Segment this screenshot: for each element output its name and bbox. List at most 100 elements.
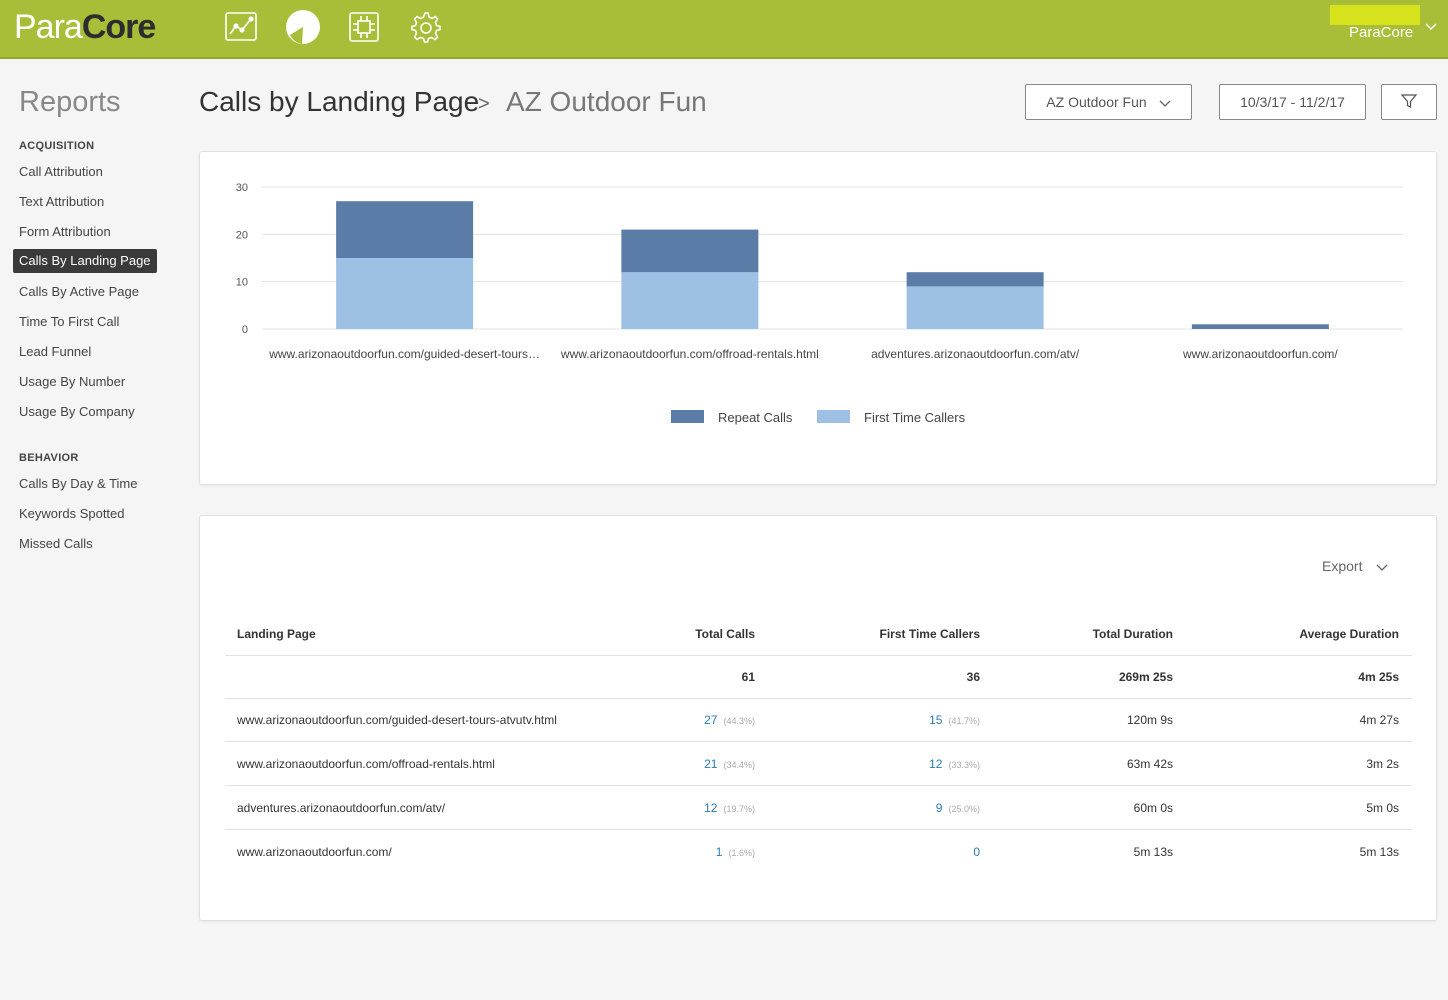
sidebar-item-time-to-first-call[interactable]: Time To First Call	[19, 314, 120, 329]
x-tick-label: www.arizonaoutdoorfun.com/	[1182, 347, 1338, 361]
first-time-callers-link[interactable]: 9	[935, 801, 943, 815]
total-calls-cell[interactable]: 1 (1.6%)	[716, 845, 755, 859]
export-button[interactable]: Export	[1322, 558, 1388, 574]
bar-first-time-callers	[621, 272, 759, 329]
filter-button[interactable]	[1381, 84, 1437, 120]
total-calls-link[interactable]: 1	[715, 845, 723, 859]
bar-repeat-calls	[621, 229, 759, 273]
row-divider	[225, 785, 1412, 786]
landing-page-cell: adventures.arizonaoutdoorfun.com/atv/	[237, 801, 446, 815]
chart-card: 0 10 20 30 www.arizonaoutdoorfun.com/guided-…	[199, 151, 1437, 485]
column-header-average-duration[interactable]: Average Duration	[1299, 627, 1399, 641]
first-time-callers-pct: (33.3%)	[948, 760, 980, 770]
chevron-down-icon	[1376, 560, 1388, 572]
sidebar-item-call-attribution[interactable]: Call Attribution	[19, 164, 103, 179]
integrations-chip-icon[interactable]	[347, 10, 381, 44]
user-menu-name[interactable]: ParaCore	[1349, 24, 1414, 41]
bar-repeat-calls	[1191, 324, 1329, 329]
page-title: Calls by Landing Page	[199, 86, 480, 117]
first-time-callers-cell[interactable]: 12 (33.3%)	[929, 757, 980, 771]
calls-by-landing-page-chart: 0 10 20 30 www.arizonaoutdoorfun.com/guided-…	[236, 182, 1403, 425]
total-duration-cell: 5m 13s	[1133, 845, 1173, 859]
sidebar-item-calls-by-day-time[interactable]: Calls By Day & Time	[19, 476, 138, 491]
average-duration-sum: 4m 25s	[1358, 670, 1399, 684]
total-duration-cell: 63m 42s	[1126, 757, 1173, 771]
total-duration-sum: 269m 25s	[1118, 670, 1173, 684]
total-calls-link[interactable]: 21	[704, 757, 718, 771]
export-label: Export	[1322, 558, 1363, 574]
sidebar-item-calls-by-landing-page[interactable]: Calls By Landing Page	[13, 249, 157, 273]
bar-first-time-callers	[336, 258, 474, 329]
first-time-callers-cell[interactable]: 9 (25.0%)	[936, 801, 980, 815]
total-calls-cell[interactable]: 27 (44.3%)	[704, 713, 755, 727]
average-duration-cell: 5m 13s	[1359, 845, 1399, 859]
total-calls-sum: 61	[741, 670, 755, 684]
header-divider	[225, 655, 1412, 656]
first-time-callers-link[interactable]: 15	[929, 713, 943, 727]
chevron-down-icon[interactable]	[1424, 20, 1438, 34]
company-select[interactable]: AZ Outdoor Fun	[1025, 84, 1192, 120]
sidebar-item-keywords-spotted[interactable]: Keywords Spotted	[19, 506, 125, 521]
first-time-callers-link[interactable]: 12	[929, 757, 943, 771]
x-tick-label: www.arizonaoutdoorfun.com/offroad-rental…	[560, 347, 819, 361]
landing-page-cell: www.arizonaoutdoorfun.com/offroad-rental…	[237, 757, 495, 771]
sidebar-section-behavior: BEHAVIOR	[19, 452, 79, 464]
sidebar-item-usage-by-company[interactable]: Usage By Company	[19, 404, 135, 419]
average-duration-cell: 5m 0s	[1366, 801, 1399, 815]
bar-repeat-calls	[906, 272, 1044, 287]
row-divider	[225, 698, 1412, 699]
analytics-line-icon[interactable]	[224, 10, 258, 44]
sidebar-item-missed-calls[interactable]: Missed Calls	[19, 536, 93, 551]
sidebar-item-form-attribution[interactable]: Form Attribution	[19, 224, 111, 239]
first-time-callers-pct: (41.7%)	[948, 716, 980, 726]
filter-icon	[1400, 93, 1418, 112]
total-calls-pct: (1.6%)	[728, 848, 755, 858]
bar-repeat-calls	[336, 201, 474, 258]
total-duration-cell: 120m 9s	[1126, 713, 1173, 727]
logo-text-para: Para	[14, 8, 83, 46]
first-time-callers-pct: (25.0%)	[948, 804, 980, 814]
first-time-callers-cell[interactable]: 0	[973, 845, 980, 859]
y-tick-label: 30	[236, 182, 248, 194]
y-tick-label: 10	[236, 277, 248, 289]
sidebar-item-lead-funnel[interactable]: Lead Funnel	[19, 344, 92, 359]
table-card: Export Landing Page Total Calls First Ti…	[199, 515, 1437, 921]
row-divider	[225, 829, 1412, 830]
total-calls-cell[interactable]: 21 (34.4%)	[704, 757, 755, 771]
total-calls-link[interactable]: 12	[704, 801, 718, 815]
total-duration-cell: 60m 0s	[1133, 801, 1173, 815]
sidebar-item-calls-by-active-page[interactable]: Calls By Active Page	[19, 284, 139, 299]
date-range-value: 10/3/17 - 11/2/17	[1240, 94, 1345, 110]
legend-swatch	[671, 410, 704, 423]
landing-page-cell: www.arizonaoutdoorfun.com/guided-desert-…	[237, 713, 557, 727]
bar-first-time-callers	[906, 286, 1044, 329]
first-time-callers-cell[interactable]: 15 (41.7%)	[929, 713, 980, 727]
reports-pie-icon[interactable]	[285, 8, 321, 46]
average-duration-cell: 4m 27s	[1359, 713, 1399, 727]
total-calls-pct: (44.3%)	[723, 716, 755, 726]
x-tick-label: www.arizonaoutdoorfun.com/guided-desert-…	[268, 347, 540, 361]
x-tick-label: adventures.arizonaoutdoorfun.com/atv/	[871, 347, 1080, 361]
total-calls-pct: (34.4%)	[723, 760, 755, 770]
paracore-logo[interactable]: ParaCore	[14, 8, 156, 47]
total-calls-link[interactable]: 27	[704, 713, 718, 727]
column-header-total-calls[interactable]: Total Calls	[695, 627, 755, 641]
sidebar-item-usage-by-number[interactable]: Usage By Number	[19, 374, 126, 389]
company-select-value: AZ Outdoor Fun	[1046, 94, 1147, 110]
row-divider	[225, 741, 1412, 742]
average-duration-cell: 3m 2s	[1366, 757, 1399, 771]
y-tick-label: 20	[236, 229, 248, 241]
first-time-callers-sum: 36	[966, 670, 980, 684]
settings-gear-icon[interactable]	[408, 10, 442, 44]
user-badge-highlight	[1330, 5, 1420, 25]
logo-text-core: Core	[81, 8, 156, 46]
column-header-total-duration[interactable]: Total Duration	[1092, 627, 1173, 641]
sidebar-item-text-attribution[interactable]: Text Attribution	[19, 194, 105, 209]
top-bar: ParaCore ParaCore	[0, 0, 1448, 59]
total-calls-cell[interactable]: 12 (19.7%)	[704, 801, 755, 815]
total-calls-pct: (19.7%)	[723, 804, 755, 814]
first-time-callers-link[interactable]: 0	[973, 845, 980, 859]
column-header-first-time-callers[interactable]: First Time Callers	[879, 627, 981, 641]
column-header-landing-page[interactable]: Landing Page	[237, 627, 316, 641]
date-range-picker[interactable]: 10/3/17 - 11/2/17	[1219, 84, 1366, 120]
